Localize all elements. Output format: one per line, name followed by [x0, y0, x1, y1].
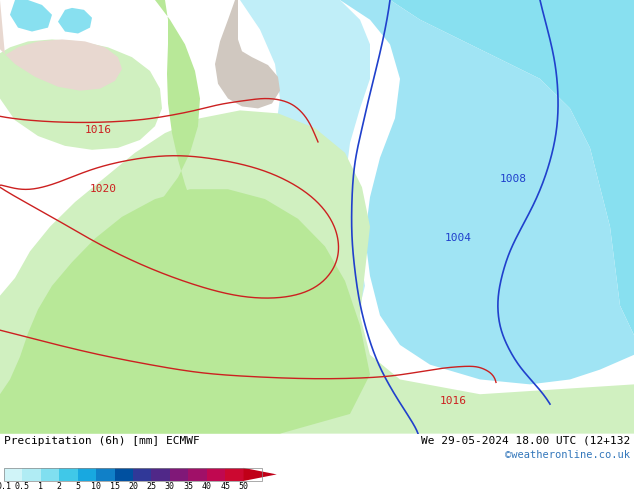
- Bar: [22, 468, 41, 481]
- Bar: [96, 468, 115, 481]
- Polygon shape: [0, 0, 122, 91]
- Polygon shape: [390, 0, 634, 335]
- Text: 15: 15: [110, 482, 120, 490]
- Text: We 29-05-2024 18.00 UTC (12+132: We 29-05-2024 18.00 UTC (12+132: [421, 436, 630, 446]
- Bar: [152, 468, 171, 481]
- Text: 1: 1: [39, 482, 43, 490]
- Text: 5: 5: [75, 482, 81, 490]
- Text: Precipitation (6h) [mm] ECMWF: Precipitation (6h) [mm] ECMWF: [4, 436, 200, 446]
- Polygon shape: [0, 189, 370, 434]
- Bar: [78, 468, 96, 481]
- Text: 1008: 1008: [500, 174, 527, 184]
- Bar: [60, 468, 78, 481]
- Bar: [170, 468, 189, 481]
- Bar: [133, 468, 152, 481]
- Text: 50: 50: [238, 482, 249, 490]
- Bar: [41, 468, 60, 481]
- Polygon shape: [10, 0, 52, 31]
- Text: 0.1: 0.1: [0, 482, 11, 490]
- Text: ©weatheronline.co.uk: ©weatheronline.co.uk: [505, 450, 630, 460]
- Polygon shape: [58, 8, 92, 33]
- Text: 1016: 1016: [440, 396, 467, 406]
- Bar: [115, 468, 134, 481]
- Polygon shape: [95, 0, 200, 308]
- Polygon shape: [340, 0, 634, 384]
- Text: 45: 45: [220, 482, 230, 490]
- Text: 2: 2: [57, 482, 61, 490]
- Text: 0.5: 0.5: [15, 482, 30, 490]
- Text: 1016: 1016: [85, 125, 112, 135]
- Text: 1020: 1020: [90, 184, 117, 194]
- Polygon shape: [215, 0, 280, 108]
- Polygon shape: [243, 468, 277, 481]
- Text: 1004: 1004: [445, 233, 472, 244]
- Bar: [4, 468, 262, 481]
- Text: 20: 20: [128, 482, 138, 490]
- Bar: [225, 468, 244, 481]
- Polygon shape: [0, 0, 162, 150]
- Text: 30: 30: [165, 482, 175, 490]
- Text: 35: 35: [183, 482, 193, 490]
- Bar: [207, 468, 226, 481]
- Polygon shape: [240, 0, 370, 318]
- Text: 40: 40: [202, 482, 212, 490]
- Text: 25: 25: [146, 482, 157, 490]
- Bar: [4, 468, 23, 481]
- Bar: [188, 468, 207, 481]
- Polygon shape: [0, 110, 634, 434]
- Text: 10: 10: [91, 482, 101, 490]
